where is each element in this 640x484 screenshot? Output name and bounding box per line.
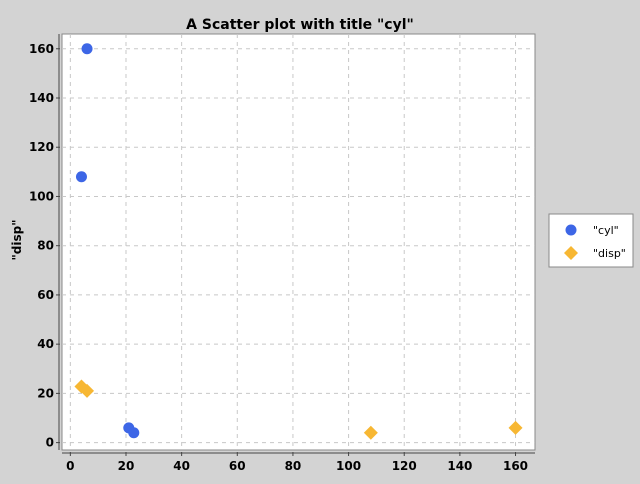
plot-area — [61, 33, 536, 451]
data-point — [363, 425, 378, 440]
x-tick-label: 20 — [118, 459, 135, 473]
legend: "cyl" "disp" — [548, 213, 634, 268]
x-tick-label: 160 — [503, 459, 528, 473]
y-tick-label: 160 — [29, 42, 54, 56]
y-axis-label: "disp" — [10, 220, 24, 261]
chart-title: A Scatter plot with title "cyl" — [186, 17, 414, 33]
x-tick-label: 0 — [66, 459, 74, 473]
data-points — [74, 43, 523, 440]
data-point — [508, 420, 523, 435]
data-point — [75, 171, 87, 183]
legend-marker — [565, 224, 577, 236]
x-tick-label: 120 — [392, 459, 417, 473]
y-tick-label: 60 — [37, 288, 54, 302]
legend-label: "cyl" — [593, 224, 619, 237]
x-tick-label: 140 — [447, 459, 472, 473]
legend-label: "disp" — [593, 247, 626, 260]
y-tick-label: 0 — [46, 436, 54, 450]
legend-marker — [564, 246, 578, 260]
y-tick-label: 120 — [29, 140, 54, 154]
grid — [62, 34, 535, 450]
x-tick-label: 80 — [285, 459, 302, 473]
y-tick-label: 140 — [29, 91, 54, 105]
data-point — [128, 427, 140, 439]
axes: 0 20 40 60 80 100 120 140 160 0 20 40 60 80 100 120 140 1… — [29, 34, 535, 473]
x-tick-label: 40 — [173, 459, 190, 473]
y-tick-label: 80 — [37, 239, 54, 253]
x-tick-label: 60 — [229, 459, 246, 473]
y-tick-label: 20 — [37, 386, 54, 400]
data-point — [81, 43, 93, 55]
legend-box — [548, 213, 634, 268]
y-tick-label: 40 — [37, 337, 54, 351]
data-point — [80, 383, 95, 398]
y-tick-label: 100 — [29, 189, 54, 203]
x-tick-label: 100 — [336, 459, 361, 473]
